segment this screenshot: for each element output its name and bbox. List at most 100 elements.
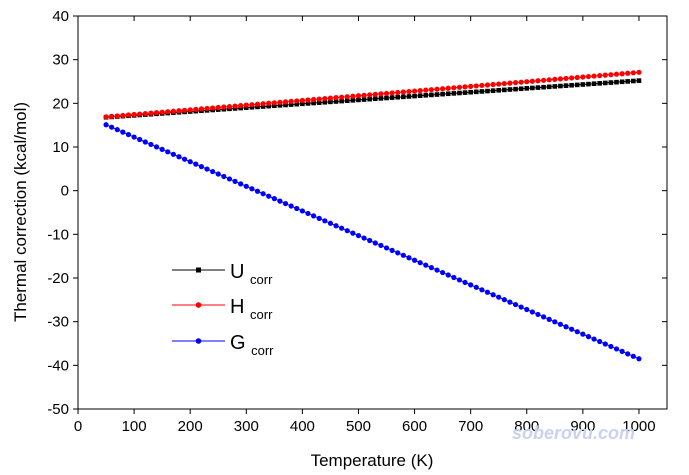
data-point (176, 154, 182, 160)
data-point (120, 112, 126, 119)
data-point (282, 99, 289, 105)
data-point (294, 205, 300, 212)
data-point (367, 92, 373, 98)
data-point (120, 129, 126, 135)
data-point (294, 98, 300, 104)
data-point (328, 99, 333, 105)
data-point (159, 146, 165, 152)
data-point (512, 80, 519, 86)
legend-item-u: U corr (172, 261, 273, 287)
data-point (395, 94, 401, 100)
data-point (440, 91, 445, 97)
data-point (535, 78, 541, 84)
y-tick-label: 40 (52, 8, 69, 25)
data-point (232, 178, 238, 184)
x-tick-label: 700 (458, 418, 483, 435)
data-point (406, 94, 412, 99)
data-point (283, 102, 288, 108)
data-point (109, 124, 115, 130)
data-point (501, 80, 507, 87)
data-point (389, 95, 395, 100)
data-point (586, 81, 591, 87)
data-point (193, 161, 199, 167)
data-point (373, 96, 378, 102)
data-point (485, 88, 490, 94)
data-point (181, 107, 188, 113)
data-point (479, 287, 485, 293)
data-point (490, 292, 496, 298)
data-point (322, 218, 328, 224)
legend-letter-u: U (230, 261, 244, 283)
data-point (305, 101, 311, 106)
data-point (451, 85, 457, 91)
data-point (395, 250, 401, 256)
data-point (181, 156, 188, 162)
data-point (333, 95, 339, 101)
x-axis-title: Temperature (K) (311, 451, 434, 470)
data-point (496, 81, 502, 87)
data-point (114, 113, 120, 119)
data-point (305, 210, 311, 217)
data-point (288, 102, 294, 107)
data-point (103, 114, 109, 120)
data-point (440, 269, 446, 276)
data-point (529, 309, 535, 315)
y-tick-label: -20 (47, 270, 69, 287)
data-point (260, 191, 266, 197)
data-point (619, 71, 625, 77)
data-point (507, 80, 513, 86)
data-point (333, 223, 339, 229)
data-point (451, 274, 457, 281)
data-point (558, 83, 563, 89)
data-point (552, 84, 558, 89)
data-point (249, 102, 255, 108)
data-point (137, 136, 143, 143)
data-point (563, 324, 569, 330)
data-point (299, 208, 305, 214)
x-tick-label: 500 (346, 418, 371, 435)
x-tick-label: 300 (234, 418, 259, 435)
data-point (271, 196, 277, 202)
data-point (198, 164, 205, 170)
data-point (502, 87, 507, 93)
data-point (406, 88, 412, 95)
data-point (619, 79, 625, 85)
data-point (417, 93, 423, 98)
data-point (434, 267, 440, 273)
data-point (288, 203, 294, 209)
data-point (355, 232, 362, 239)
data-point (473, 83, 479, 89)
data-point (541, 84, 546, 90)
y-tick-label: 10 (52, 139, 69, 156)
data-point (574, 82, 580, 88)
data-point (333, 99, 339, 104)
legend-letter-h: H (230, 296, 244, 318)
data-point (282, 200, 289, 207)
data-point (266, 103, 272, 109)
series-layer (103, 69, 642, 362)
data-point (103, 122, 109, 128)
data-point (277, 103, 283, 108)
data-point (311, 100, 316, 106)
data-point (400, 252, 406, 258)
data-point (383, 245, 390, 251)
data-point (484, 289, 491, 295)
data-point (238, 103, 244, 109)
data-point (322, 95, 328, 102)
data-point (272, 103, 277, 109)
series-g-corr (103, 122, 642, 362)
data-point (569, 82, 574, 88)
x-tick-label: 900 (570, 418, 595, 435)
data-point (401, 94, 406, 100)
data-point (327, 220, 334, 226)
series-h-corr (103, 69, 642, 120)
data-point (546, 77, 552, 83)
x-tick-label: 1000 (622, 418, 655, 435)
data-point (142, 139, 148, 145)
data-point (501, 297, 507, 303)
data-point (479, 89, 485, 94)
data-point (417, 88, 423, 94)
data-point (170, 151, 176, 157)
data-point (254, 188, 261, 194)
data-point (153, 144, 160, 150)
